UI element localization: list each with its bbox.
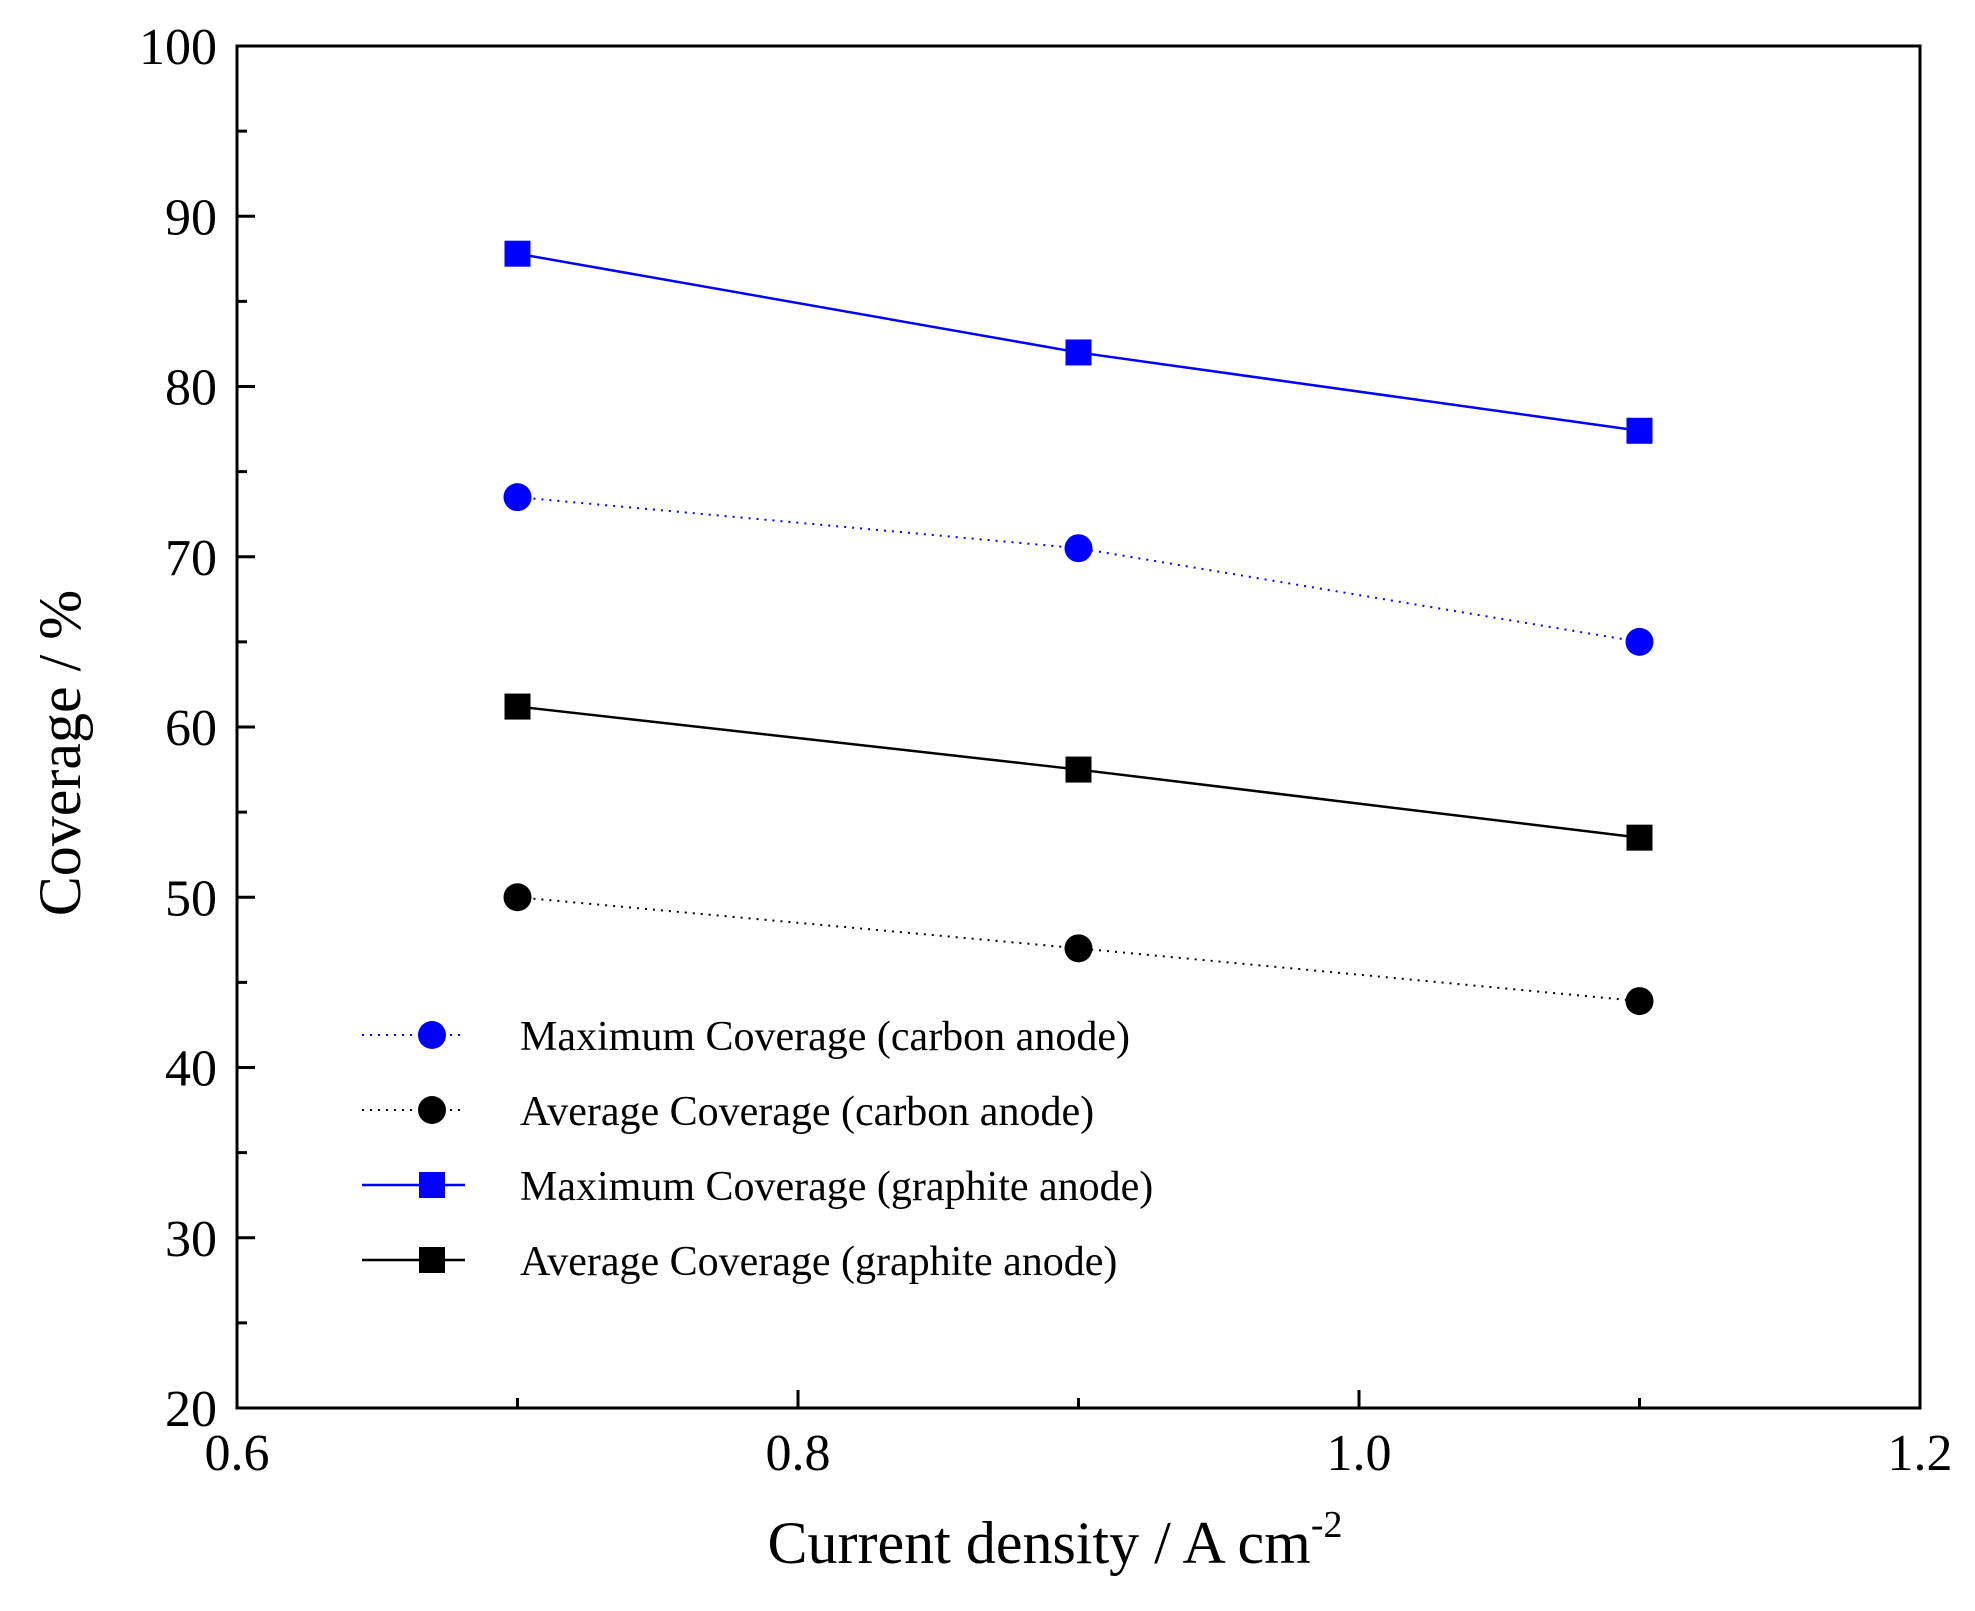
data-point	[1625, 627, 1654, 656]
axes: 0.6 0.8 1.0 1.2 20 30 40 50 60 70 80 90 100	[139, 19, 1953, 1482]
y-tick-label: 50	[165, 870, 217, 927]
x-tick-label: 0.8	[766, 1425, 831, 1482]
data-point	[1064, 934, 1093, 963]
legend-label: Maximum Coverage (carbon anode)	[520, 1014, 1130, 1060]
data-point	[504, 240, 531, 267]
y-tick-label: 40	[165, 1041, 217, 1098]
y-tick-label: 70	[165, 530, 217, 587]
x-tick-label: 1.0	[1327, 1425, 1392, 1482]
y-tick-label: 60	[165, 700, 217, 757]
data-point	[504, 693, 531, 720]
legend-marker	[419, 1247, 445, 1273]
legend-label: Maximum Coverage (graphite anode)	[520, 1164, 1153, 1210]
data-point	[1064, 534, 1093, 563]
x-tick-label: 0.6	[205, 1425, 270, 1482]
x-axis-title: Current density / A cm-2	[768, 1504, 1343, 1576]
data-point	[1065, 756, 1092, 783]
legend-marker	[418, 1096, 446, 1124]
legend-marker	[418, 1021, 446, 1049]
y-axis-title: Coverage / %	[27, 590, 93, 917]
legend: Maximum Coverage (carbon anode) Average C…	[362, 1014, 1153, 1285]
legend-marker	[419, 1172, 445, 1198]
data-point	[1626, 824, 1653, 851]
data-point	[1065, 339, 1092, 366]
y-tick-label: 90	[165, 189, 217, 246]
legend-label: Average Coverage (carbon anode)	[520, 1089, 1094, 1135]
y-tick-label: 100	[139, 19, 217, 76]
y-tick-label: 20	[165, 1381, 217, 1438]
y-tick-label: 30	[165, 1211, 217, 1268]
legend-label: Average Coverage (graphite anode)	[520, 1239, 1117, 1285]
x-axis-title-superscript: -2	[1311, 1504, 1343, 1546]
data-point	[1625, 987, 1654, 1016]
series-layer	[503, 240, 1654, 1016]
x-axis-title-main: Current density / A cm	[768, 1510, 1311, 1576]
x-tick-label: 1.2	[1888, 1425, 1953, 1482]
y-tick-label: 80	[165, 360, 217, 417]
data-point	[503, 883, 532, 912]
data-point	[1626, 417, 1653, 444]
data-point	[503, 483, 532, 512]
